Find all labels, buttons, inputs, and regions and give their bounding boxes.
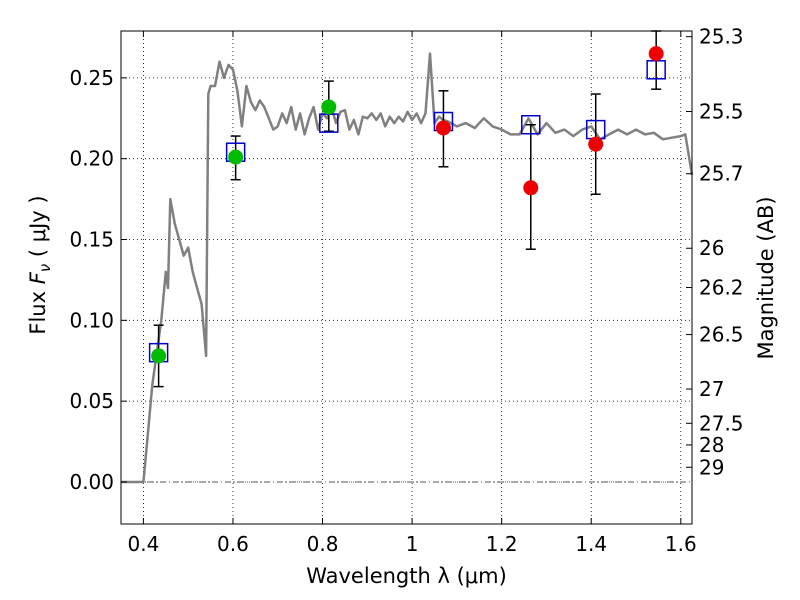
x-tick-label: 1.2 bbox=[486, 532, 518, 556]
y-tick-label: 0.25 bbox=[69, 66, 114, 90]
right-tick-label: 27.5 bbox=[699, 411, 744, 435]
x-tick-label: 1 bbox=[406, 532, 419, 556]
right-tick-label: 25.3 bbox=[699, 25, 744, 49]
spectrum-series bbox=[121, 52, 694, 484]
observed-photometry-series bbox=[151, 46, 664, 364]
x-tick-label: 1.6 bbox=[665, 532, 697, 556]
right-tick-label: 26.5 bbox=[699, 323, 744, 347]
y-tick-label: 0.20 bbox=[69, 147, 114, 171]
model-photometry-point bbox=[521, 115, 541, 135]
y-axis-label-suffix: ( μJy ) bbox=[26, 195, 50, 263]
x-tick-label: 0.8 bbox=[307, 532, 339, 556]
x-tick-label: 1.4 bbox=[575, 532, 607, 556]
right-tick-label: 26.2 bbox=[699, 276, 744, 300]
error-bars bbox=[153, 30, 662, 388]
y-axis-label: Flux Fν ( μJy ) bbox=[26, 195, 54, 334]
x-axis-label: Wavelength λ (μm) bbox=[306, 564, 507, 588]
y-axis-label-prefix: Flux bbox=[26, 284, 50, 334]
x-tick-label: 0.4 bbox=[127, 532, 159, 556]
right-tick-label: 27 bbox=[699, 377, 724, 401]
right-axis-label: Magnitude (AB) bbox=[754, 196, 778, 359]
y-axis-label-symbol: F bbox=[26, 271, 50, 284]
y-tick-label: 0.05 bbox=[69, 389, 114, 413]
observed-point bbox=[588, 136, 604, 152]
spectrum-line bbox=[121, 52, 694, 484]
plot-frame bbox=[120, 30, 693, 525]
y-tick-label: 0.10 bbox=[69, 308, 114, 332]
observed-point bbox=[228, 149, 244, 165]
x-axis-ticks: 0.4 0.6 0.8 1 1.2 1.4 1.6 bbox=[127, 31, 697, 556]
y-axis-label-subscript: ν bbox=[36, 264, 54, 272]
observed-point bbox=[648, 46, 664, 62]
observed-point bbox=[151, 348, 167, 364]
right-tick-label: 29 bbox=[699, 455, 724, 479]
right-tick-label: 28 bbox=[699, 433, 724, 457]
observed-point bbox=[435, 120, 451, 136]
model-photometry-series bbox=[148, 60, 666, 363]
x-tick-label: 0.6 bbox=[217, 532, 249, 556]
y-tick-label: 0.15 bbox=[69, 228, 114, 252]
observed-point bbox=[321, 99, 337, 115]
right-tick-label: 26 bbox=[699, 236, 724, 260]
right-tick-label: 25.7 bbox=[699, 162, 744, 186]
y-tick-label: 0.00 bbox=[69, 470, 114, 494]
observed-point bbox=[523, 180, 539, 196]
right-tick-label: 25.5 bbox=[699, 99, 744, 123]
y-axis-ticks: 0.00 0.05 0.10 0.15 0.20 0.25 bbox=[69, 66, 127, 494]
